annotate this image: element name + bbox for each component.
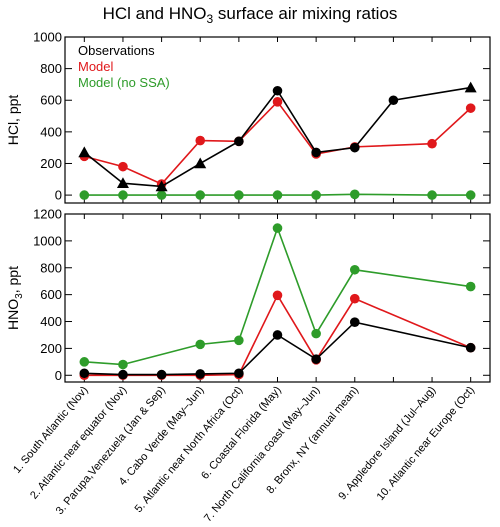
y-tick-label: 400 (40, 314, 62, 329)
series-line-model_no_ssa (84, 225, 471, 366)
data-point-model_no_ssa (311, 328, 321, 339)
data-point-observations (195, 369, 206, 379)
y-tick-label: 200 (40, 156, 62, 171)
legend-entry-model_no_ssa: Model (no SSA) (78, 75, 170, 90)
data-point-model (195, 135, 206, 146)
y-tick-label: 800 (40, 61, 62, 76)
data-point-model_no_ssa (234, 190, 244, 200)
data-point-model_no_ssa (118, 190, 128, 200)
y-tick-label: 600 (40, 93, 62, 108)
data-point-observations (272, 85, 283, 96)
data-point-observations (349, 142, 360, 153)
data-point-observations (349, 317, 360, 327)
y-tick-label: 1000 (33, 233, 62, 248)
chart-title-subscript: 3 (206, 12, 214, 26)
data-point-model_no_ssa (195, 339, 206, 350)
y-tick-label: 800 (40, 260, 62, 275)
data-point-model_no_ssa (427, 190, 437, 200)
data-point-observations (155, 180, 168, 192)
data-point-observations (78, 146, 91, 158)
series-line-observations (84, 321, 471, 376)
data-point-model_no_ssa (311, 190, 321, 200)
data-point-model_no_ssa (79, 190, 90, 200)
chart-title-suffix: surface air mixing ratios (213, 4, 398, 23)
data-point-model_no_ssa (465, 281, 476, 292)
data-point-observations (79, 368, 90, 379)
plot-frame (64, 36, 491, 204)
data-point-observations (156, 369, 167, 380)
y-tick-label: 400 (40, 124, 62, 139)
data-point-model_no_ssa (118, 359, 128, 370)
data-point-observations (465, 342, 476, 353)
data-point-model (427, 138, 437, 149)
data-point-model_no_ssa (349, 264, 360, 275)
data-point-model_no_ssa (272, 190, 283, 200)
series-line-observations (83, 86, 471, 188)
x-category-label: 1. South Atlantic (Nov) (11, 384, 91, 476)
data-point-model (118, 161, 128, 172)
data-point-model_no_ssa (234, 335, 244, 346)
data-point-observations (118, 369, 128, 380)
series-line-model (84, 100, 472, 185)
data-point-model (272, 97, 283, 107)
data-point-model_no_ssa (349, 189, 360, 200)
legend-entry-observations: Observations (78, 43, 155, 58)
y-tick-label: 1000 (33, 30, 62, 45)
data-point-observations (234, 368, 244, 379)
data-point-model (272, 290, 283, 301)
y-tick-label: 0 (55, 188, 62, 203)
data-point-observations (311, 147, 321, 158)
chart-title-prefix: HCl and HNO (102, 4, 207, 23)
data-point-model_no_ssa (465, 190, 476, 200)
series-line-model_no_ssa (84, 193, 471, 196)
y-axis-label: HCl, ppt (5, 95, 21, 146)
data-point-observations (272, 330, 283, 340)
data-point-observations (464, 81, 477, 93)
data-point-model_no_ssa (156, 190, 167, 200)
y-tick-label: 0 (55, 368, 62, 383)
data-point-observations (116, 177, 129, 189)
panel-2: 0 200 400 600 800 1000 1200 HNO3, ppt (5, 207, 491, 383)
data-point-model_no_ssa (272, 223, 283, 233)
y-tick-label: 1200 (33, 207, 62, 222)
data-point-model_no_ssa (195, 190, 206, 200)
y-axis-label-suffix: , ppt (5, 266, 21, 293)
data-point-observations (194, 157, 207, 169)
y-axis-label: HNO3, ppt (5, 266, 25, 330)
data-point-model (349, 293, 360, 304)
data-point-observations (388, 95, 399, 106)
y-axis-label-subscript: 3 (14, 293, 25, 299)
y-axis-label-prefix: HNO (5, 299, 21, 330)
chart-title: HCl and HNO3 surface air mixing ratios (0, 4, 500, 26)
data-point-observations (311, 354, 321, 364)
data-point-model_no_ssa (79, 357, 90, 367)
y-tick-label: 600 (40, 287, 62, 302)
data-point-observations (234, 136, 244, 147)
y-tick-label: 200 (40, 341, 62, 356)
legend-entry-model: Model (78, 59, 114, 74)
data-point-model (465, 103, 476, 113)
